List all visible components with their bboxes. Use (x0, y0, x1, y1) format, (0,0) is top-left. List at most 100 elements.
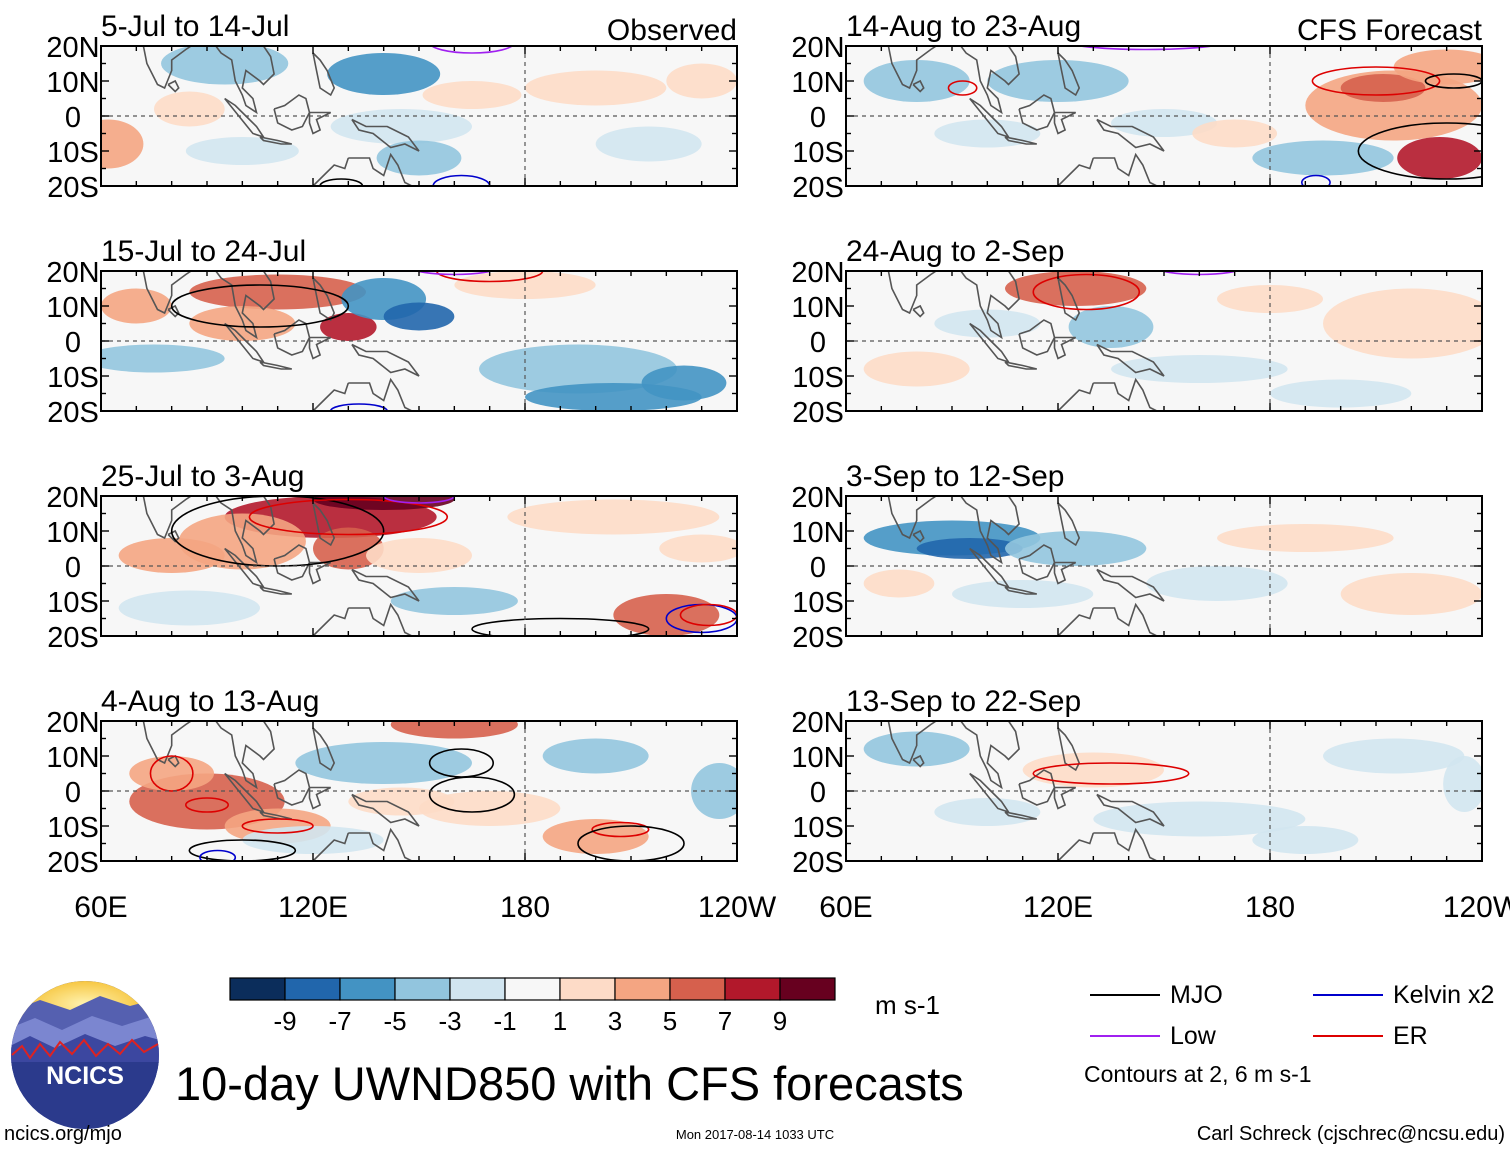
coastline (259, 586, 292, 595)
lat-tick-label: 20N (791, 707, 844, 739)
contour-mjo (428, 776, 516, 813)
coastline (167, 529, 180, 543)
coastline (312, 502, 336, 547)
contour-low (430, 46, 514, 54)
lat-tick-label: 20N (46, 257, 99, 289)
anomaly-region (595, 126, 702, 162)
colorbar-swatch (559, 977, 616, 1001)
anomaly-region (542, 819, 649, 854)
colorbar-level-label: 1 (553, 1006, 567, 1036)
lat-tick-label: 10S (47, 137, 99, 169)
coastline (312, 52, 336, 97)
coastline (959, 46, 1020, 115)
coastline (1093, 602, 1158, 636)
colorbar-swatch (614, 977, 671, 1001)
coastline (969, 547, 1011, 589)
lat-tick-label: 20S (792, 847, 844, 879)
contour-er (241, 818, 314, 834)
coastline (351, 793, 420, 827)
colorbar-level-label: 7 (718, 1006, 732, 1036)
lat-tick-label: 20N (791, 482, 844, 514)
coastline (887, 721, 938, 765)
coastline (1053, 786, 1077, 810)
anomaly-region (1093, 801, 1306, 837)
anomaly-region (118, 590, 261, 626)
colorbar-swatch (449, 977, 506, 1001)
coastline (1090, 440, 1129, 458)
coastline (1057, 832, 1095, 861)
coastline (887, 496, 938, 540)
anomaly-region (1393, 49, 1482, 85)
anomaly-region (189, 306, 296, 341)
coastline (167, 304, 180, 318)
anomaly-region (1340, 573, 1482, 615)
contour-mjo (577, 825, 685, 861)
coastline (1053, 111, 1077, 135)
anomaly-region (1323, 738, 1465, 774)
lat-tick-label: 20S (47, 172, 99, 204)
timestamp: Mon 2017-08-14 1033 UTC (676, 1127, 834, 1142)
coastline (1004, 811, 1037, 820)
coastline (308, 111, 332, 135)
coastline (348, 602, 413, 636)
coastline (1053, 561, 1077, 585)
coastline (348, 152, 413, 186)
lat-tick-label: 20N (46, 482, 99, 514)
lat-tick-label: 20N (46, 707, 99, 739)
anomaly-region (1004, 271, 1147, 306)
anomaly-region (422, 81, 522, 109)
anomaly-region (1146, 566, 1288, 601)
coastline (214, 271, 275, 340)
contour-mjo (1357, 122, 1482, 180)
coastline (1093, 827, 1158, 861)
anomaly-region (313, 527, 384, 570)
contour-er (1032, 273, 1141, 311)
anomaly-region (934, 309, 1041, 338)
colorbar-level-label: -3 (438, 1006, 461, 1036)
lat-tick-label: 10S (47, 362, 99, 394)
contour-kelvin (1301, 174, 1331, 186)
lat-tick-label: 20S (47, 847, 99, 879)
coastline (1004, 586, 1037, 595)
lat-tick-label: 20N (791, 257, 844, 289)
lat-tick-label: 20S (47, 622, 99, 654)
colorbar-swatch (504, 977, 561, 1001)
lat-tick-label: 10N (46, 292, 99, 324)
panel-title: 24-Aug to 2-Sep (846, 235, 1064, 268)
colorbar-swatch (724, 977, 781, 1001)
lat-tick-label: 0 (810, 102, 826, 134)
contour-er (185, 797, 230, 813)
lat-tick-label: 20S (792, 172, 844, 204)
coastline (912, 529, 925, 543)
coastline (348, 377, 413, 411)
lat-tick-label: 10S (792, 812, 844, 844)
panel-title: 4-Aug to 13-Aug (101, 685, 319, 718)
coastline (214, 46, 275, 115)
anomaly-region (641, 365, 727, 401)
coastline (1057, 157, 1095, 186)
coastline (345, 215, 384, 233)
anomaly-region (1252, 826, 1359, 854)
anomaly-region (161, 46, 289, 85)
lon-tick-label: 120W (698, 891, 777, 924)
coastline (351, 568, 420, 602)
anomaly-region (101, 288, 172, 324)
contour-er (435, 271, 544, 283)
coastline (912, 754, 925, 768)
coastline (224, 322, 266, 364)
contour-er (1311, 66, 1441, 96)
coastline (348, 827, 413, 861)
lat-tick-label: 10S (47, 587, 99, 619)
anomaly-region (154, 91, 225, 127)
coastline (345, 665, 384, 683)
lat-tick-label: 10S (47, 812, 99, 844)
coastline (312, 277, 336, 322)
coastline (351, 343, 420, 377)
lat-tick-label: 10N (791, 67, 844, 99)
contour-er (591, 821, 650, 838)
logo-text: NCICS (46, 1062, 124, 1090)
